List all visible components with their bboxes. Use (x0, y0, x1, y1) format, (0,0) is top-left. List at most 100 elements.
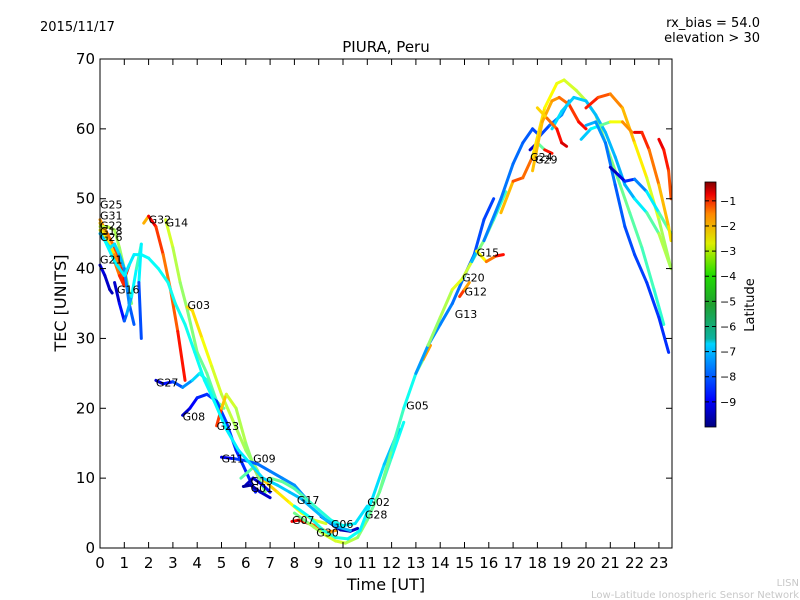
trace-g19 (244, 476, 272, 494)
colorbar-tick-label: −6 (720, 320, 736, 333)
x-tick-label: 0 (95, 554, 105, 572)
trace-segment (616, 176, 632, 215)
trace-segment (450, 277, 464, 292)
trace-segment (463, 281, 471, 292)
trace-segment (390, 420, 406, 459)
trace-segment (181, 378, 194, 389)
satellite-label-g22: G22 (100, 219, 123, 232)
x-tick-label: 19 (552, 554, 571, 572)
trace-segment (200, 336, 214, 368)
y-tick-label: 70 (76, 50, 95, 68)
trace-segment (185, 308, 199, 354)
trace-segment (232, 420, 248, 452)
satellite-label-g24: G24 (530, 151, 553, 164)
trace-segment (414, 343, 430, 375)
y-tick-label: 60 (76, 120, 95, 138)
trace-segment (256, 462, 272, 473)
satellite-label-g30: G30 (316, 527, 339, 540)
trace-segment (224, 427, 241, 452)
trace-segment (166, 281, 177, 305)
y-tick-label: 40 (76, 260, 95, 278)
satellite-traces (98, 78, 673, 545)
colorbar-tick-label: −1 (720, 195, 736, 208)
trace-segment (603, 130, 617, 159)
trace-segment (188, 396, 199, 410)
trace-segment (261, 483, 272, 494)
trace-segment (623, 225, 637, 257)
trace-segment (545, 116, 559, 131)
x-tick-label: 22 (625, 554, 644, 572)
trace-segment (365, 490, 381, 522)
trace-segment (322, 529, 338, 540)
trace-segment (438, 302, 454, 326)
trace-segment (594, 113, 607, 134)
y-tick-label: 20 (76, 399, 95, 417)
trace-segment (147, 214, 158, 229)
trace-segment (633, 177, 649, 194)
satellite-label-g28: G28 (365, 508, 388, 521)
satellite-label-g07: G07 (292, 514, 315, 527)
trace-segment (98, 228, 109, 243)
trace-segment (329, 518, 345, 528)
trace-segment (628, 211, 644, 250)
satellite-label-g23: G23 (217, 420, 240, 433)
trace-segment (215, 406, 223, 428)
trace-segment (645, 190, 661, 215)
trace-segment (137, 242, 143, 285)
satellite-label-g14: G14 (166, 216, 189, 229)
trace-segment (292, 511, 311, 526)
trace-segment (584, 120, 598, 127)
trace-segment (572, 95, 588, 103)
trace-gpk8 (633, 130, 673, 243)
trace-g32 (142, 214, 187, 382)
trace-segment (543, 81, 559, 110)
trace-segment (326, 529, 338, 534)
satellite-label-g29: G29 (535, 154, 558, 167)
x-tick-label: 10 (333, 554, 352, 572)
trace-segment (305, 497, 321, 512)
trace-segment (292, 504, 311, 519)
trace-segment (312, 518, 328, 526)
x-tick-label: 13 (406, 554, 425, 572)
satellite-label-g13: G13 (455, 308, 478, 321)
trace-segment (511, 141, 525, 166)
satellite-label-g31: G31 (100, 209, 123, 222)
trace-segment (98, 221, 107, 236)
trace-segment (239, 466, 255, 480)
trace-segment (275, 483, 292, 494)
x-tick-label: 6 (241, 554, 251, 572)
network-credit: Low-Latitude Ionospheric Sensor Network (591, 590, 799, 600)
trace-segment (640, 246, 656, 292)
trace-segment (202, 378, 216, 403)
trace-segment (667, 169, 673, 201)
satellite-label-g18: G18 (100, 225, 123, 238)
satellite-label-g11: G11 (222, 453, 245, 466)
colorbar-tick-label: −9 (720, 396, 736, 409)
x-tick-label: 4 (192, 554, 202, 572)
trace-segment (482, 197, 496, 222)
trace-segment (657, 137, 666, 152)
x-tick-label: 1 (120, 554, 130, 572)
trace-segment (356, 518, 369, 540)
trace-segment (645, 176, 661, 222)
satellite-label-g03: G03 (187, 299, 210, 312)
colorbar-tick-label: −4 (720, 270, 736, 283)
trace-segment (113, 242, 121, 257)
trace-segment (377, 448, 394, 494)
x-tick-label: 21 (601, 554, 620, 572)
trace-segment (237, 448, 253, 466)
trace-segment (633, 141, 649, 180)
trace-segment (640, 130, 651, 152)
colorbar-tick-label: −7 (720, 346, 736, 359)
trace-segment (460, 260, 474, 281)
trace-segment (190, 371, 202, 382)
x-tick-label: 16 (479, 554, 498, 572)
trace-segment (623, 183, 637, 201)
trace-segment (113, 281, 121, 305)
trace-segment (613, 183, 627, 229)
trace-gpk4 (584, 92, 673, 271)
trace-segment (263, 480, 279, 494)
trace-g21 (98, 263, 114, 295)
date-label: 2015/11/17 (40, 20, 115, 35)
trace-segment (130, 267, 138, 299)
